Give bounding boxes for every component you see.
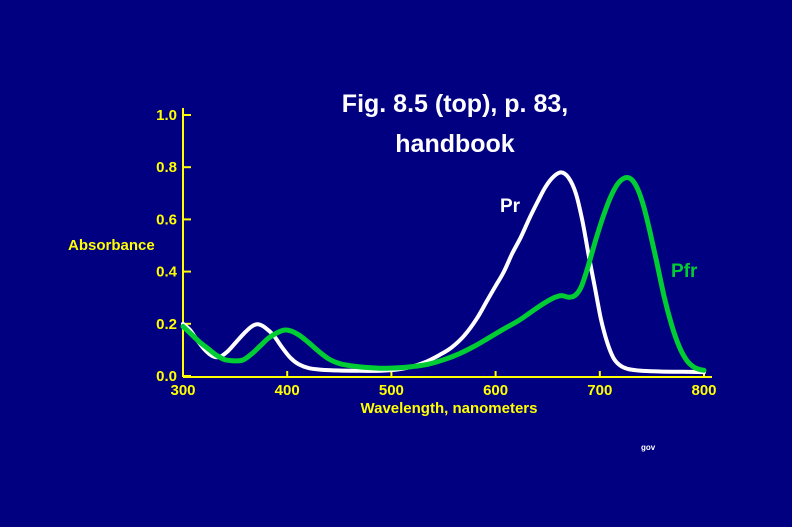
x-tick-label: 800 (691, 382, 716, 399)
x-tick-label: 600 (483, 382, 508, 399)
y-tick-label: 0.8 (156, 159, 177, 176)
slide-title-line2: handbook (395, 130, 515, 158)
x-axis-label: Wavelength, nanometers (360, 400, 538, 417)
slide-title-line1: Fig. 8.5 (top), p. 83, (341, 90, 569, 118)
slide-title: Fig. 8.5 (top), p. 83, handbook (280, 84, 630, 164)
y-tick-label: 0.4 (156, 264, 178, 281)
x-tick-label: 300 (170, 382, 195, 399)
pfr-curve-annotation: Pfr (671, 261, 698, 282)
x-tick-label: 700 (587, 382, 612, 399)
pr-curve-annotation: Pr (500, 196, 521, 217)
watermark-text: gov (641, 443, 656, 452)
x-tick-label: 500 (379, 382, 404, 399)
x-tick-label: 400 (275, 382, 300, 399)
y-tick-label: 0.0 (156, 368, 177, 385)
y-tick-label: 0.6 (156, 211, 177, 228)
y-axis-label: Absorbance (68, 237, 155, 254)
y-tick-label: 0.2 (156, 316, 177, 333)
pr-curve (181, 170, 706, 375)
y-tick-label: 1.0 (156, 107, 177, 124)
pfr-curve (180, 175, 707, 373)
